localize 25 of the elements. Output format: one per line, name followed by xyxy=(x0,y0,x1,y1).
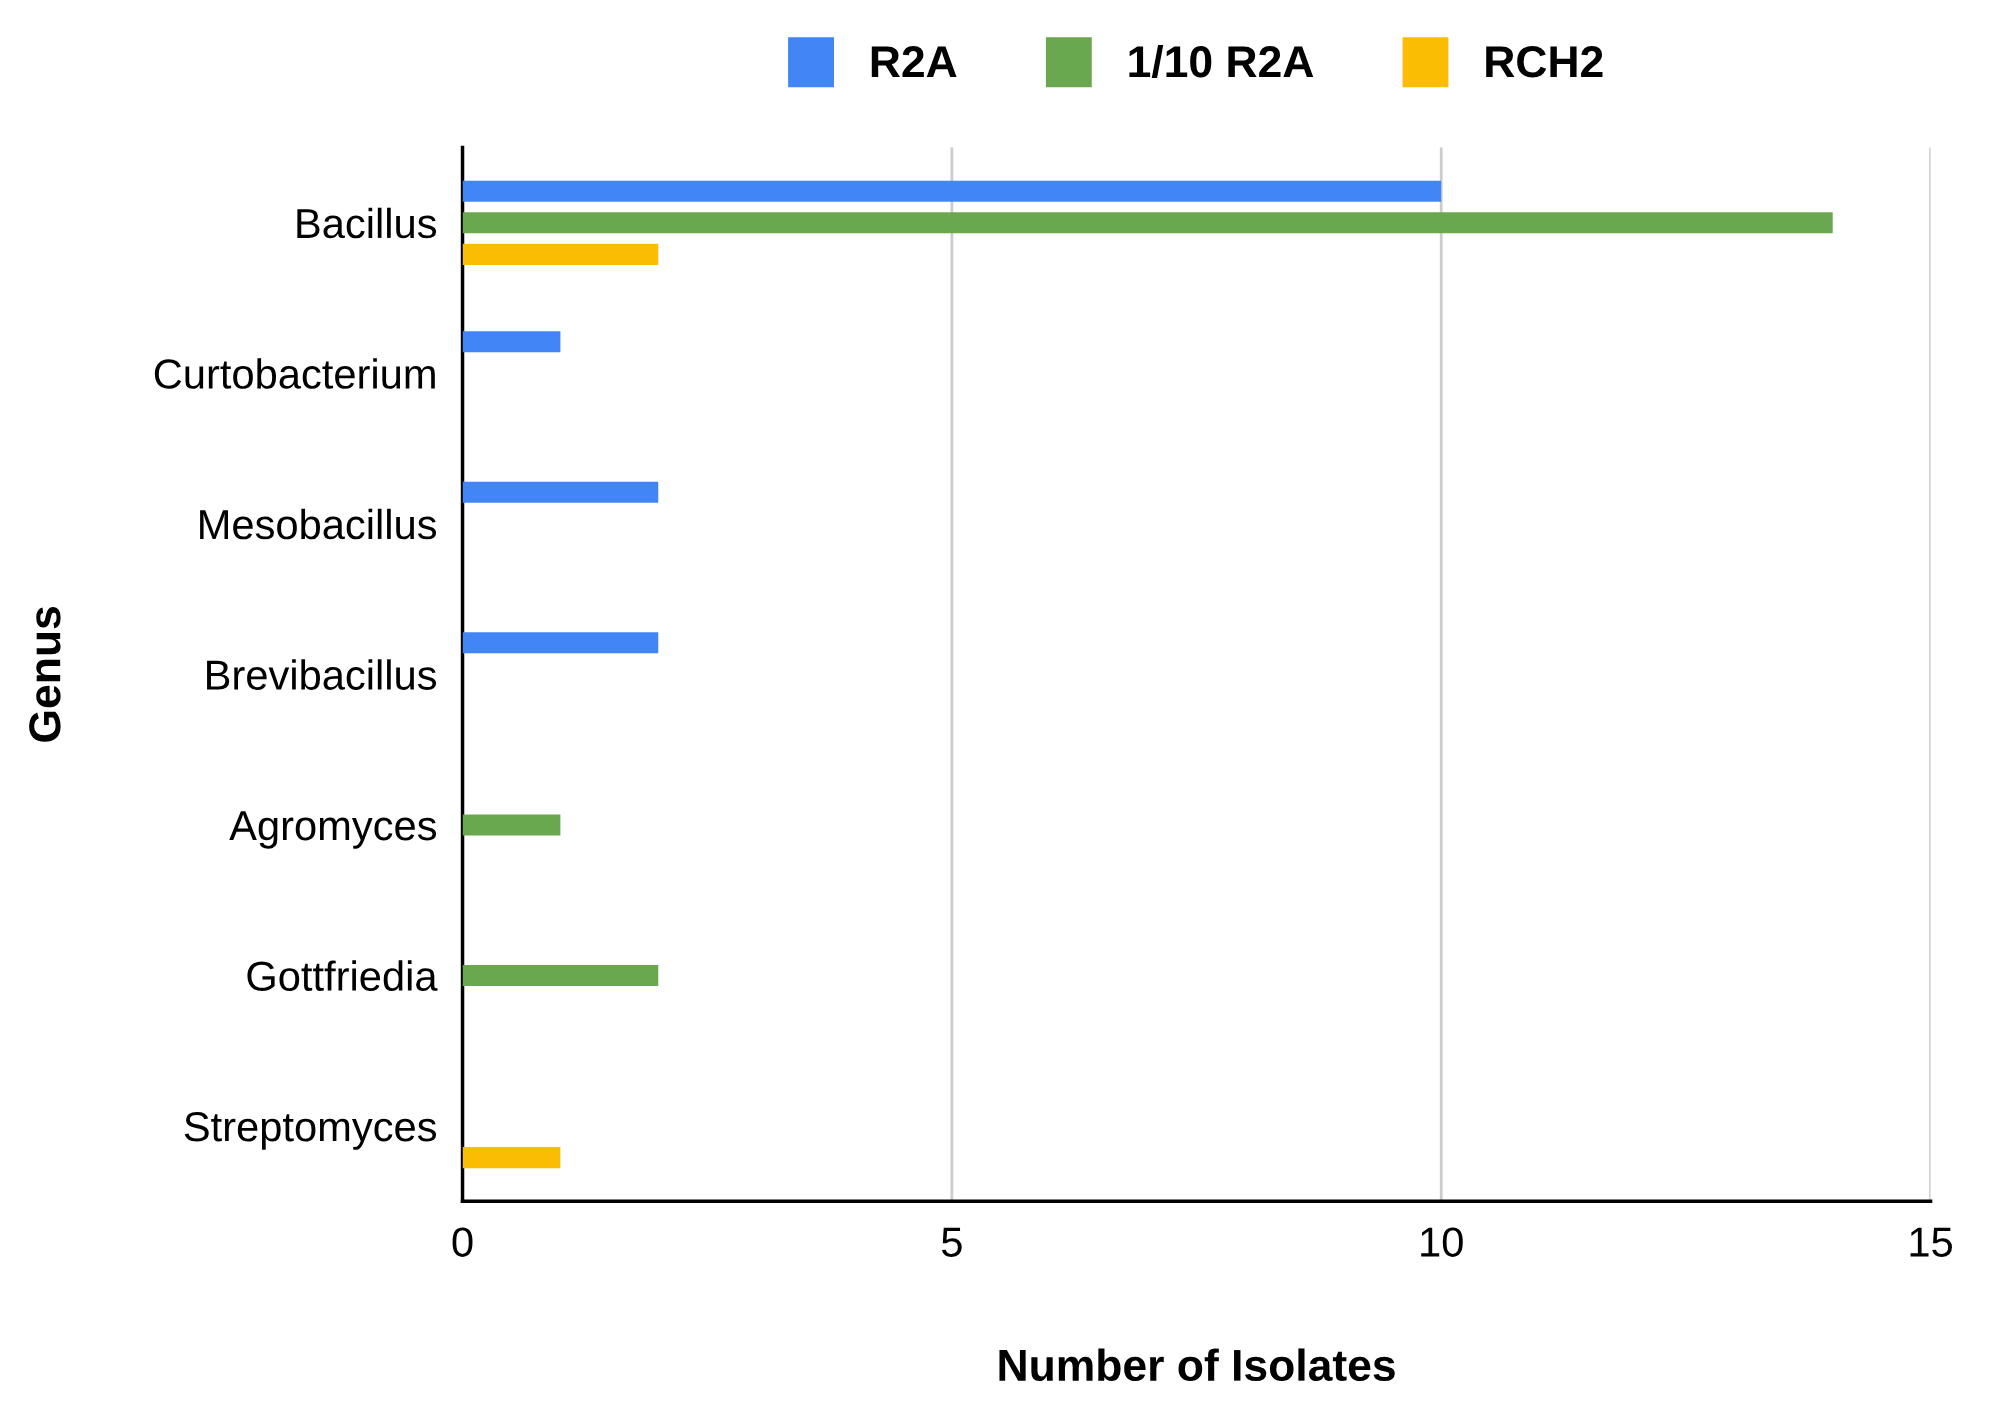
y-tick-label: Curtobacterium xyxy=(154,358,435,389)
bar xyxy=(462,212,1833,234)
bar xyxy=(462,814,561,836)
bar xyxy=(462,243,659,265)
legend-label: 1/10 R2A xyxy=(1129,44,1314,79)
x-tick-label: 5 xyxy=(941,1227,962,1257)
legend-label: RCH2 xyxy=(1486,46,1603,78)
bar xyxy=(462,964,659,987)
bar xyxy=(462,481,659,503)
y-tick-label: Agromyces xyxy=(229,811,437,849)
bar xyxy=(462,632,659,654)
y-axis-title: Genus xyxy=(29,607,61,742)
y-tick-label: Streptomyces xyxy=(184,1112,437,1150)
x-tick-label: 0 xyxy=(452,1227,473,1257)
bar xyxy=(462,180,1442,202)
bar xyxy=(462,1147,561,1169)
x-tick-label: 15 xyxy=(1910,1227,1952,1257)
x-axis-title: Number of Isolates xyxy=(999,1348,1395,1382)
y-tick-label: Mesobacillus xyxy=(200,508,437,540)
x-tick-label: 10 xyxy=(1421,1227,1463,1257)
bar xyxy=(462,331,561,353)
legend-label: R2A xyxy=(871,46,957,78)
y-tick-label: Gottfriedia xyxy=(247,960,438,991)
y-tick-label: Bacillus xyxy=(297,207,437,239)
y-tick-label: Brevibacillus xyxy=(207,659,437,690)
